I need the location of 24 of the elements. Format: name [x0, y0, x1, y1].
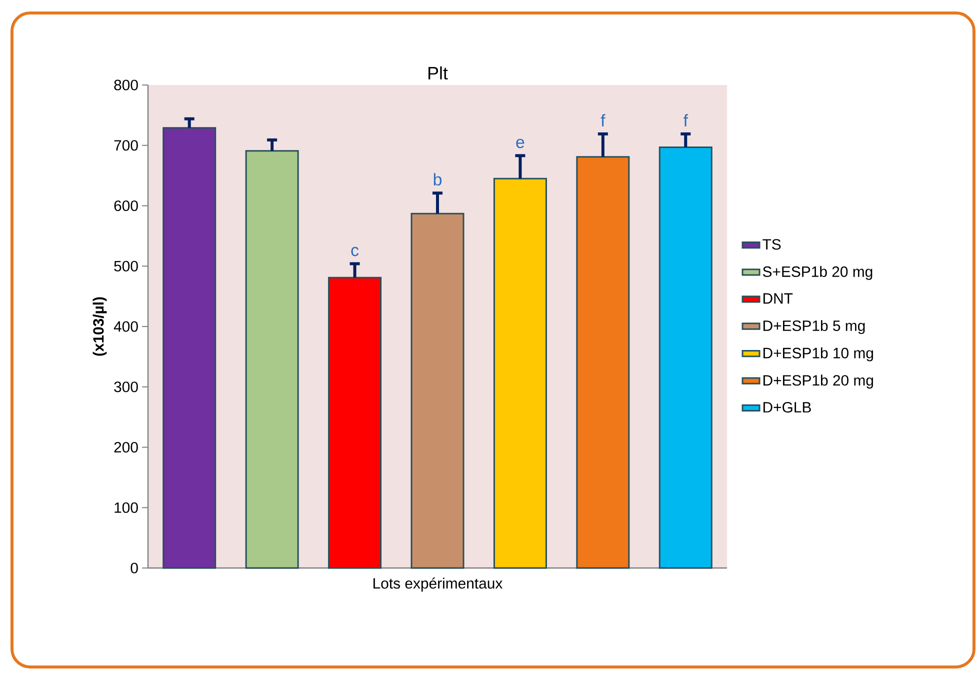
annotation: b: [434, 173, 442, 186]
x-axis-title: Lots expérimentaux: [374, 578, 503, 592]
chart-title: Plt: [428, 66, 448, 80]
annotation: f: [600, 114, 606, 126]
y-tick-label: 400: [114, 321, 138, 332]
y-tick-label: 600: [114, 200, 138, 212]
y-tick-label: 100: [114, 502, 138, 513]
legend-label: D+GLB: [763, 402, 811, 413]
annotation: e: [516, 138, 524, 148]
y-tick-label: 300: [114, 382, 138, 392]
legend-label: TS: [762, 239, 781, 250]
legend-label: D+ESP1b 5 mg: [763, 320, 865, 334]
y-tick-label: 700: [114, 140, 138, 151]
y-tick-label: 500: [114, 260, 138, 272]
annotation: c: [351, 246, 359, 256]
legend-label: D+ESP1b 10 mg: [763, 347, 874, 362]
y-tick-label: 800: [114, 80, 138, 90]
annotation: f: [684, 114, 688, 126]
y-tick-label: 200: [114, 442, 138, 453]
legend-label: DNT: [763, 293, 793, 304]
y-axis-title: (x103/µl): [92, 297, 107, 356]
legend-label: S+ESP1b 20 mg: [762, 266, 872, 280]
y-tick-label: 0: [130, 562, 138, 574]
legend-label: D+ESP1b 20 mg: [763, 374, 874, 389]
